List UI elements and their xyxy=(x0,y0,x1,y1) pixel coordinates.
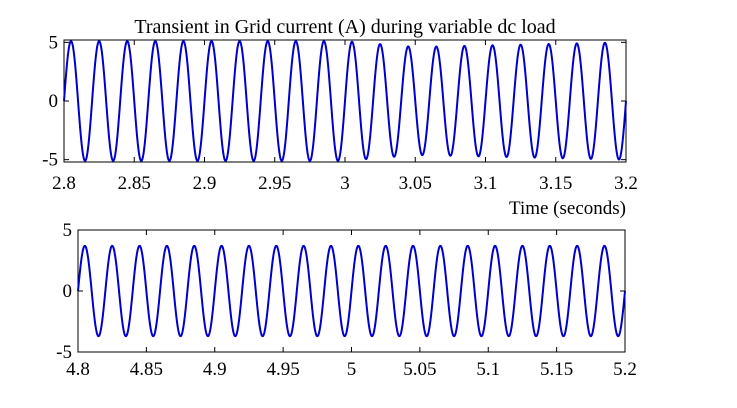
x-axis-label: Time (seconds) xyxy=(509,198,626,219)
y-tick-label: 0 xyxy=(49,91,59,112)
x-tick-label: 5.15 xyxy=(540,359,573,380)
y-tick-label: -5 xyxy=(42,150,58,171)
subplot-top: Transient in Grid current (A) during var… xyxy=(42,16,638,219)
subplot-bottom: 4.8 4.85 4.9 4.95 5 5.05 5.1 5.15 5.2 5 0 -5 xyxy=(56,220,637,380)
x-axis-top: 2.8 2.85 2.9 2.95 3 3.05 3.1 3.15 3.2 xyxy=(52,40,638,194)
chart-title: Transient in Grid current (A) during var… xyxy=(134,16,555,38)
x-tick-label: 2.95 xyxy=(258,173,291,194)
y-axis-top: 5 0 -5 xyxy=(42,32,626,171)
x-tick-label: 5 xyxy=(347,359,357,380)
x-tick-label: 5.05 xyxy=(403,359,436,380)
series-line-top xyxy=(63,40,627,162)
x-tick-label: 4.95 xyxy=(267,359,300,380)
x-tick-label: 2.85 xyxy=(118,173,151,194)
x-tick-label: 4.8 xyxy=(66,359,90,380)
x-tick-label: 3.15 xyxy=(539,173,572,194)
y-tick-label: 0 xyxy=(63,281,73,302)
x-tick-label: 4.85 xyxy=(130,359,163,380)
x-tick-label: 3.2 xyxy=(614,173,638,194)
x-tick-label: 2.8 xyxy=(52,173,76,194)
series-line-bottom xyxy=(77,244,626,338)
y-tick-label: 5 xyxy=(63,220,73,241)
x-axis-bottom: 4.8 4.85 4.9 4.95 5 5.05 5.1 5.15 5.2 xyxy=(66,230,637,380)
x-tick-label: 3.1 xyxy=(474,173,498,194)
y-tick-label: -5 xyxy=(56,342,72,363)
y-axis-bottom: 5 0 -5 xyxy=(56,220,625,363)
x-tick-label: 4.9 xyxy=(203,359,227,380)
y-tick-label: 5 xyxy=(49,32,59,53)
x-tick-label: 5.1 xyxy=(476,359,500,380)
x-tick-label: 2.9 xyxy=(193,173,217,194)
x-tick-label: 3.05 xyxy=(399,173,432,194)
x-tick-label: 5.2 xyxy=(613,359,637,380)
x-tick-label: 3 xyxy=(340,173,350,194)
